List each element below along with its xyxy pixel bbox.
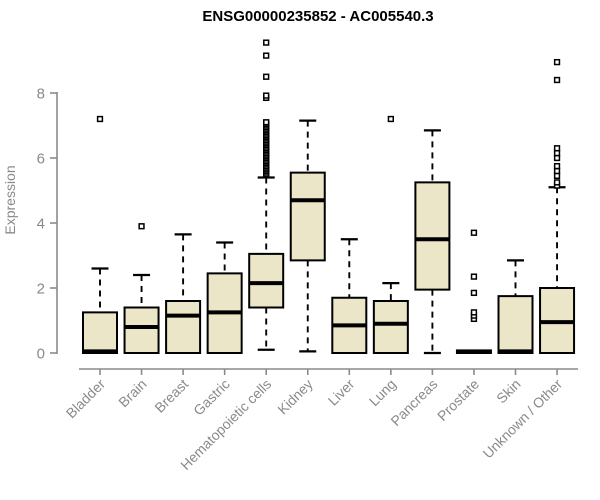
outlier-point [263,119,270,126]
outlier-point [263,52,270,59]
boxplot-hematopoietic-cells [248,39,285,351]
x-category-label: Liver [325,376,358,409]
iqr-box [82,311,118,354]
x-category-label: Prostate [434,376,482,424]
outlier-point [263,73,270,80]
iqr-box [289,171,326,262]
boxplot-prostate [455,229,492,354]
outlier-point [553,179,561,186]
outlier-point [553,58,561,66]
outlier-point [96,115,104,123]
iqr-box [372,300,409,354]
iqr-box [497,295,534,354]
x-category-label: Skin [493,376,524,407]
outlier-point [553,145,561,152]
boxplot-bladder [82,115,118,354]
x-category-label: Unknown / Other [480,376,566,462]
chart-title: ENSG00000235852 - AC005540.3 [202,8,433,25]
outlier-point [553,76,561,84]
outlier-point [470,273,478,280]
boxplots [82,39,576,355]
outlier-point [138,223,145,230]
y-tick-label: 4 [37,215,45,232]
x-category-label: Kidney [274,376,316,418]
boxplot-brain [123,223,160,354]
boxplot-kidney [289,119,326,353]
outlier-point [553,149,561,157]
boxplot-gastric [206,241,243,354]
iqr-box [248,252,285,309]
y-tick-label: 6 [37,150,45,167]
outlier-point [263,39,270,46]
x-category-label: Bladder [63,376,109,422]
iqr-box [414,181,451,291]
boxplot-pancreas [414,129,451,355]
outlier-point [387,115,395,123]
outlier-point [263,92,270,99]
boxplot-skin [497,259,534,354]
outlier-point [553,154,561,162]
boxplot-breast [165,233,202,354]
outlier-point [470,309,478,316]
outlier-point [470,229,478,236]
iqr-box [165,300,202,354]
outlier-point [553,167,561,175]
y-axis-label: Expression [2,165,18,234]
outlier-point [553,162,561,170]
x-category-label: Brain [115,376,149,410]
boxplot-lung [372,115,409,354]
y-tick-label: 0 [37,345,45,362]
iqr-box [123,306,160,354]
boxplot-unknown-other [539,58,576,354]
boxplot-liver [331,238,368,354]
x-category-label: Lung [366,376,399,409]
y-tick-label: 8 [37,85,45,102]
x-category-label: Breast [151,376,191,416]
y-tick-label: 2 [37,280,45,297]
outlier-point [470,289,478,297]
outlier-point [553,172,561,180]
